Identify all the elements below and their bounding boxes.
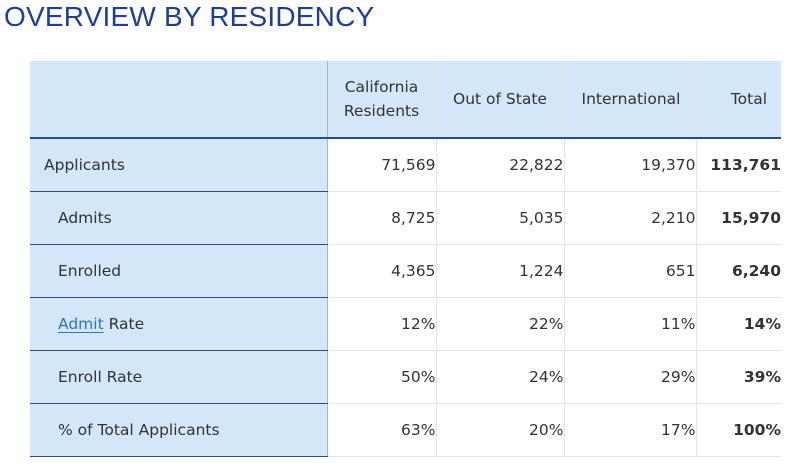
table-row-applicants: Applicants 71,569 22,822 19,370 113,761 <box>30 138 781 192</box>
cell-admits-california: 8,725 <box>327 191 437 245</box>
row-label-enrolled: Enrolled <box>30 244 328 298</box>
header-california-residents: California Residents <box>327 61 437 138</box>
cell-enrolled-out-of-state: 1,224 <box>436 244 565 298</box>
header-row: California Residents Out of State Intern… <box>30 61 781 138</box>
cell-enrolled-total: 6,240 <box>696 244 781 298</box>
cell-applicants-international: 19,370 <box>564 138 697 192</box>
header-out-of-state: Out of State <box>436 61 565 138</box>
cell-enroll-rate-out-of-state: 24% <box>436 350 565 404</box>
cell-admit-rate-total: 14% <box>696 297 781 351</box>
table-row-enroll-rate: Enroll Rate 50% 24% 29% 39% <box>30 350 781 404</box>
row-label-percent-of-total: % of Total Applicants <box>30 403 328 457</box>
cell-percent-of-total-out-of-state: 20% <box>436 403 565 457</box>
cell-enroll-rate-total: 39% <box>696 350 781 404</box>
cell-enrolled-california: 4,365 <box>327 244 437 298</box>
cell-admits-out-of-state: 5,035 <box>436 191 565 245</box>
cell-admit-rate-out-of-state: 22% <box>436 297 565 351</box>
row-label-admit-rate-rest: Rate <box>103 314 145 333</box>
corner-header-cell <box>30 61 328 138</box>
residency-table: California Residents Out of State Intern… <box>30 61 781 457</box>
cell-applicants-out-of-state: 22,822 <box>436 138 565 192</box>
admit-definition-link[interactable]: Admit <box>58 314 104 333</box>
cell-admits-international: 2,210 <box>564 191 697 245</box>
header-international: International <box>564 61 697 138</box>
table-row-percent-of-total: % of Total Applicants 63% 20% 17% 100% <box>30 403 781 457</box>
cell-percent-of-total-international: 17% <box>564 403 697 457</box>
header-total: Total <box>696 61 781 138</box>
cell-percent-of-total-california: 63% <box>327 403 437 457</box>
cell-enroll-rate-california: 50% <box>327 350 437 404</box>
header-out-of-state-label: Out of State <box>453 90 547 108</box>
row-label-admit-rate: Admit Rate <box>30 297 328 351</box>
page-title: OVERVIEW BY RESIDENCY <box>4 1 375 32</box>
table-row-admits: Admits 8,725 5,035 2,210 15,970 <box>30 191 781 245</box>
header-california-line2: Residents <box>343 102 420 120</box>
cell-admit-rate-california: 12% <box>327 297 437 351</box>
cell-percent-of-total-total: 100% <box>696 403 781 457</box>
cell-admits-total: 15,970 <box>696 191 781 245</box>
row-label-applicants: Applicants <box>30 138 328 192</box>
cell-applicants-total: 113,761 <box>696 138 781 192</box>
row-label-admits: Admits <box>30 191 328 245</box>
cell-admit-rate-international: 11% <box>564 297 697 351</box>
header-california-line1: California <box>344 78 419 96</box>
cell-applicants-california: 71,569 <box>327 138 437 192</box>
header-international-label: International <box>581 90 681 108</box>
cell-enrolled-international: 651 <box>564 244 697 298</box>
header-total-label: Total <box>730 90 767 108</box>
row-label-enroll-rate: Enroll Rate <box>30 350 328 404</box>
cell-enroll-rate-international: 29% <box>564 350 697 404</box>
table-row-enrolled: Enrolled 4,365 1,224 651 6,240 <box>30 244 781 298</box>
table-row-admit-rate: Admit Rate 12% 22% 11% 14% <box>30 297 781 351</box>
